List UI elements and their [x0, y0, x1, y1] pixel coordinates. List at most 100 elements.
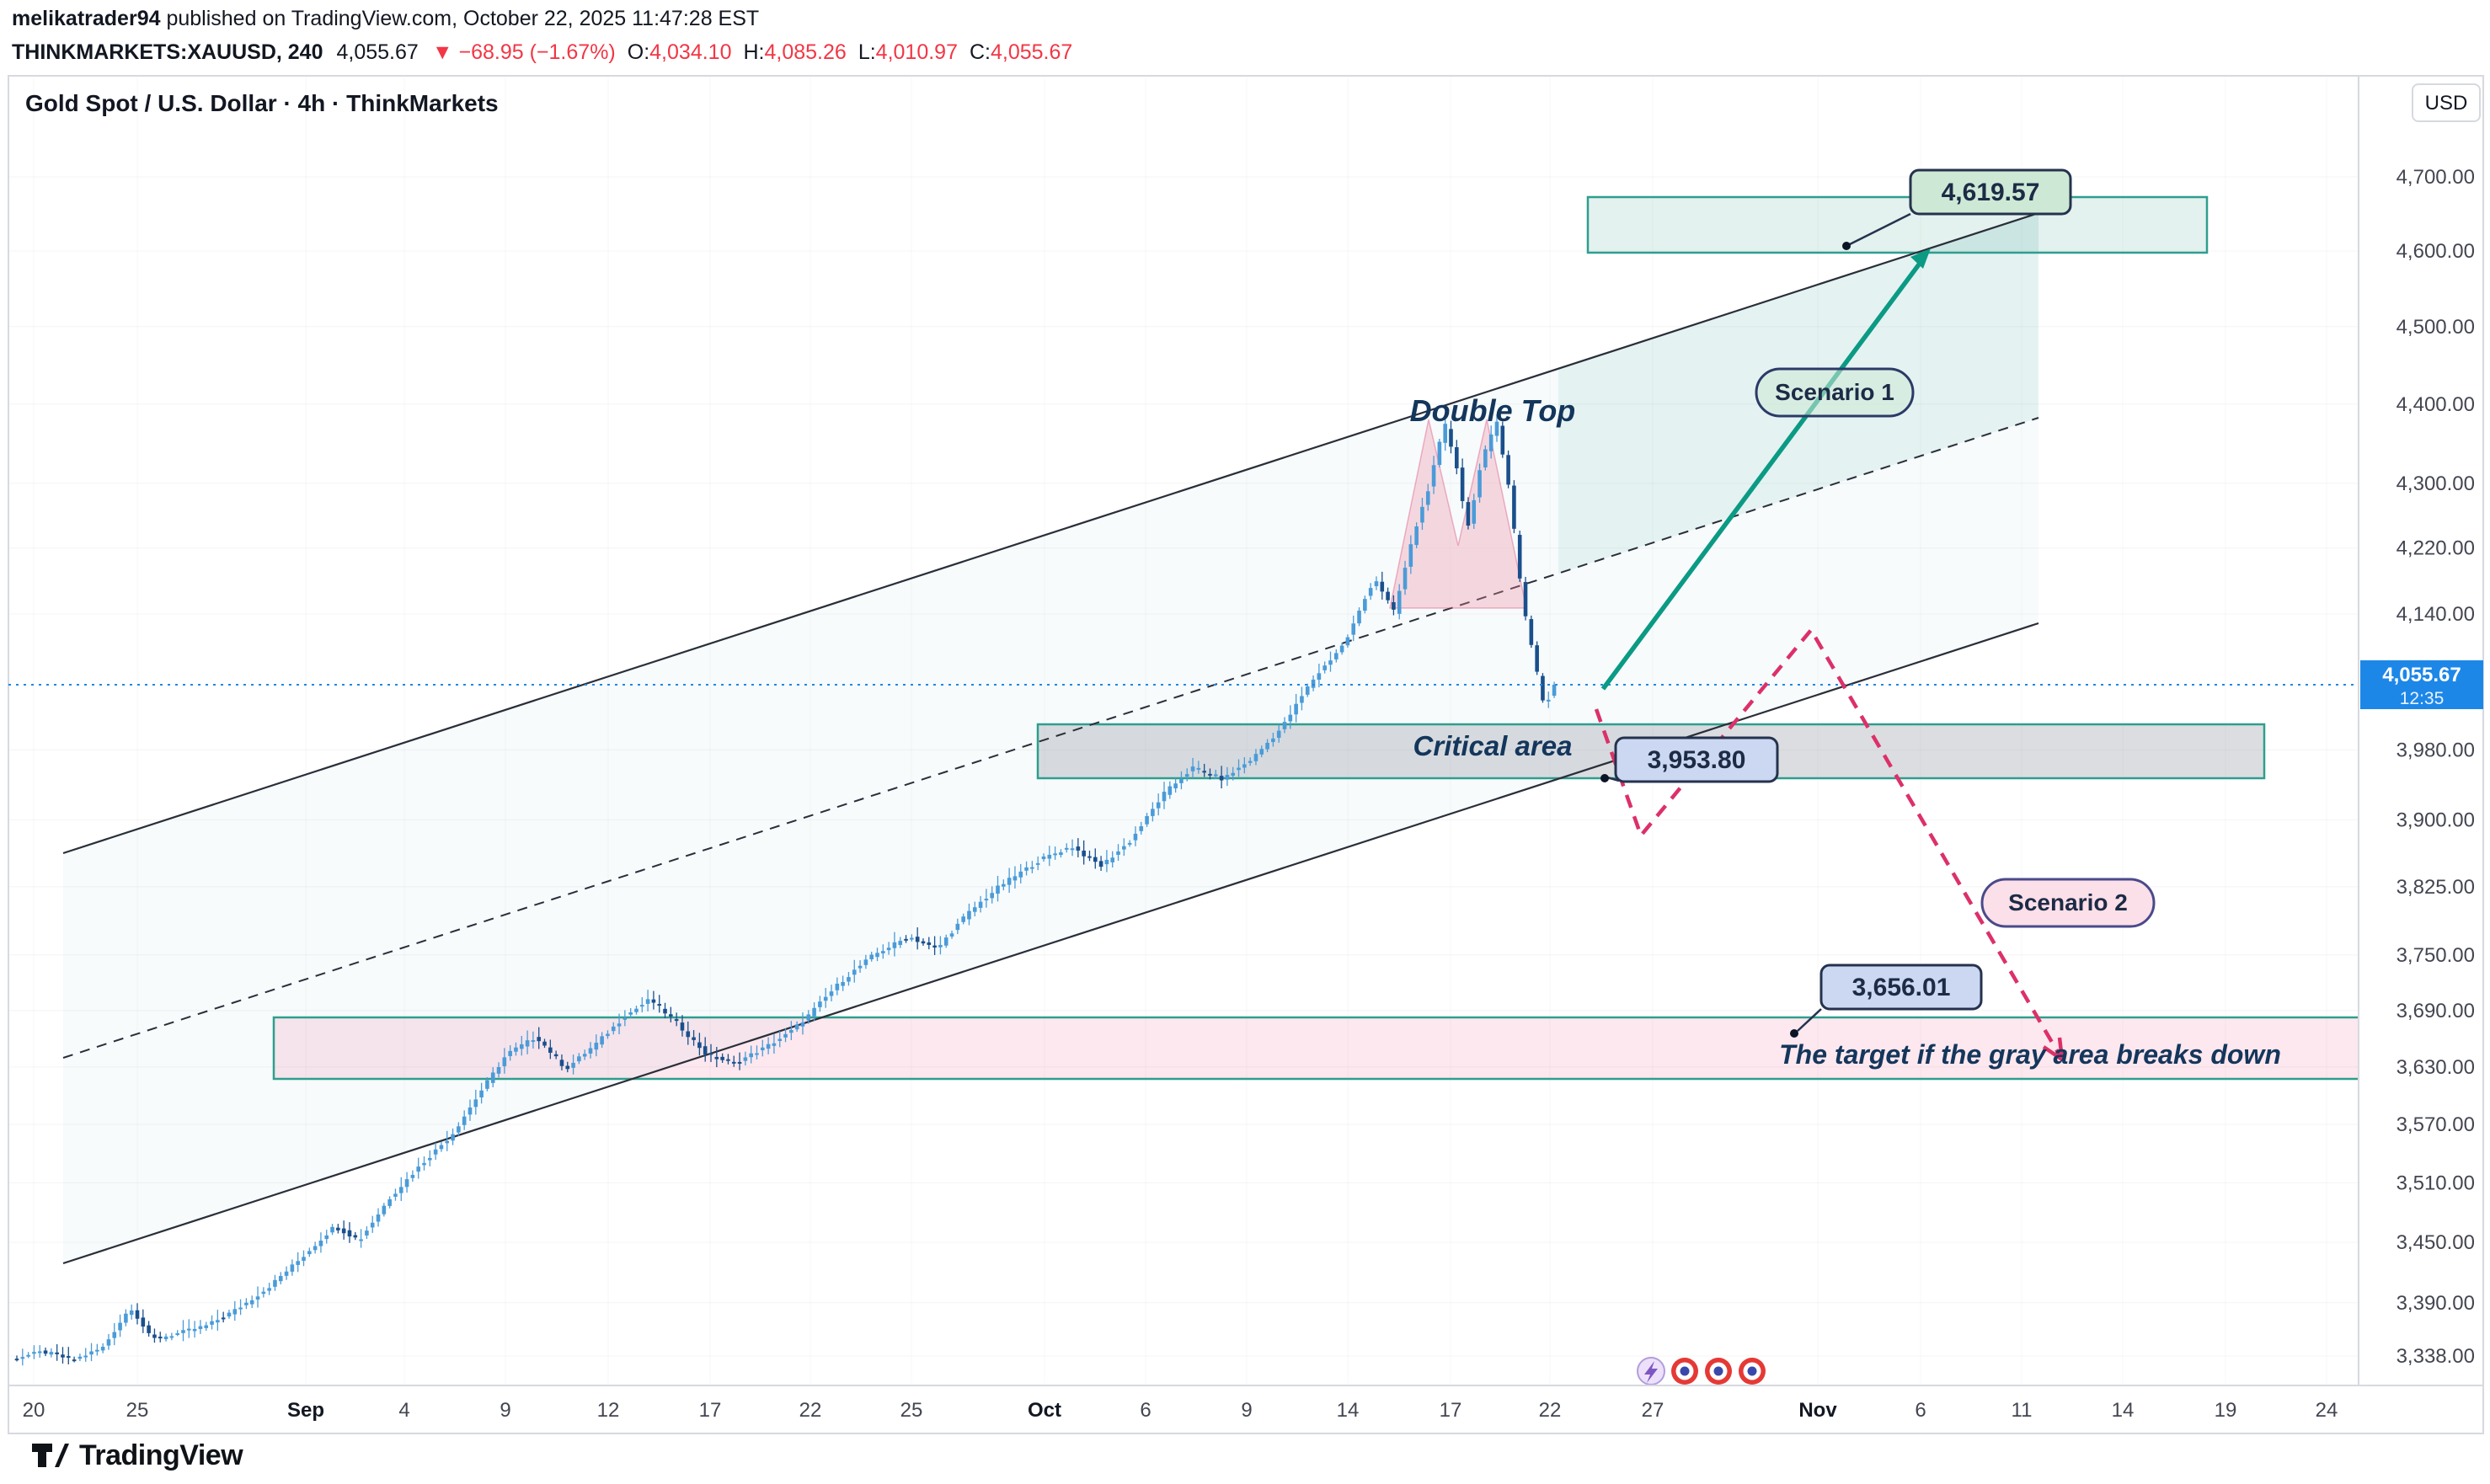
price-axis-label: 4,220.00 [2396, 537, 2475, 560]
tradingview-wordmark: TradingView [79, 1439, 243, 1471]
critical-level-badge[interactable]: 3,953.80 [1600, 736, 1779, 783]
time-axis-label: 22 [799, 1399, 822, 1422]
time-axis-label: 9 [500, 1399, 510, 1422]
time-axis-label: 12 [597, 1399, 620, 1422]
time-axis-label: 24 [2316, 1399, 2338, 1422]
chart-frame [8, 75, 2484, 1434]
channel-upper-line[interactable] [62, 211, 2039, 855]
scenario1-arrowhead [1910, 248, 1931, 269]
price-axis-label: 3,900.00 [2396, 809, 2475, 831]
price-axis-label: 3,980.00 [2396, 739, 2475, 761]
time-axis-label: 9 [1241, 1399, 1252, 1422]
scenario2-pill[interactable]: Scenario 2 [1980, 878, 2156, 928]
byline: melikatrader94 published on TradingView.… [12, 2, 1072, 35]
price-axis-label: 4,600.00 [2396, 240, 2475, 263]
price-change: ▼ −68.95 (−1.67%) [431, 40, 616, 64]
time-axis[interactable]: 20 25 Sep 4 9 12 17 22 25 Oct 6 9 14 17 22 27 Nov 6 11 14 19… [23, 1399, 2338, 1422]
low-value: 4,010.97 [875, 40, 958, 64]
scenario2-arrowhead [2057, 1037, 2065, 1060]
current-price-value: 4,055.67 [2382, 664, 2461, 686]
chart-title: Gold Spot / U.S. Dollar · 4h · ThinkMark… [25, 90, 499, 116]
high-label: H: [743, 40, 765, 64]
price-axis-label: 4,700.00 [2396, 166, 2475, 189]
time-axis-label: 19 [2215, 1399, 2237, 1422]
publish-info: published on TradingView.com, October 22… [160, 7, 760, 30]
price-axis-label: 3,570.00 [2396, 1113, 2475, 1136]
open-value: 4,034.10 [649, 40, 732, 64]
publisher-username: melikatrader94 [12, 7, 161, 30]
anchor-dot-icon [1790, 1029, 1798, 1038]
time-axis-label: Oct [1028, 1399, 1061, 1422]
channel-lower-line[interactable] [62, 622, 2039, 1265]
price-axis-label: 4,500.00 [2396, 316, 2475, 339]
current-price-tag: 4,055.67 12:35 [2360, 660, 2483, 709]
price-axis-label: 3,630.00 [2396, 1056, 2475, 1079]
low-label: L: [858, 40, 876, 64]
price-axis-label: 3,750.00 [2396, 944, 2475, 967]
reaction-icons[interactable] [1637, 1357, 1766, 1385]
upper-target-badge[interactable]: 4,619.57 [1842, 168, 2072, 250]
channel-fill [63, 213, 2038, 1263]
price-axis-label: 3,510.00 [2396, 1172, 2475, 1194]
double-top-shade [1389, 419, 1527, 609]
currency-button[interactable]: USD [2412, 83, 2481, 122]
lower-target-badge[interactable]: 3,656.01 [1790, 964, 1983, 1038]
price-axis-label: 3,338.00 [2396, 1345, 2475, 1368]
time-axis-label: 20 [23, 1399, 45, 1422]
scenario2-path[interactable] [1594, 627, 2064, 1061]
price-axis-label: 3,690.00 [2396, 1000, 2475, 1022]
price-axis-label: 3,390.00 [2396, 1292, 2475, 1315]
symbol-quote-line: THINKMARKETS:XAUUSD, 240 4,055.67 ▼ −68.95… [12, 35, 1072, 69]
tradingview-footer[interactable]: TradingView [30, 1439, 243, 1472]
price-axis-label: 4,300.00 [2396, 472, 2475, 495]
lower-target-label: 3,656.01 [1852, 974, 1951, 1001]
symbol-name: THINKMARKETS:XAUUSD, 240 [12, 40, 323, 64]
time-axis-label: 25 [900, 1399, 923, 1422]
bar-countdown: 12:35 [2400, 689, 2445, 708]
upper-target-zone[interactable] [1586, 195, 2209, 254]
price-axis-label: 3,450.00 [2396, 1231, 2475, 1254]
time-axis-label: 6 [1140, 1399, 1151, 1422]
double-top-annotation[interactable]: Double Top [1410, 393, 1576, 428]
price-axis-label: 4,140.00 [2396, 603, 2475, 626]
close-label: C: [970, 40, 991, 64]
scenario1-pill[interactable]: Scenario 1 [1755, 367, 1915, 418]
time-axis-label: 14 [2112, 1399, 2135, 1422]
lower-target-zone[interactable] [272, 1016, 2368, 1081]
publish-header: melikatrader94 published on TradingView.… [12, 2, 1072, 69]
time-axis-label: 17 [699, 1399, 722, 1422]
price-axis[interactable]: 4,700.00 4,600.00 4,500.00 4,400.00 4,300.00… [2396, 166, 2475, 1368]
critical-area-annotation[interactable]: Critical area [1413, 730, 1573, 761]
time-axis-label: 4 [398, 1399, 409, 1422]
time-axis-label: 6 [1915, 1399, 1926, 1422]
target-note-annotation[interactable]: The target if the gray area breaks down [1779, 1039, 2281, 1070]
time-axis-label: 14 [1337, 1399, 1360, 1422]
lightning-bolt-icon [1644, 1361, 1658, 1383]
tradingview-logo-icon [32, 1444, 69, 1467]
critical-level-label: 3,953.80 [1648, 746, 1746, 774]
candlestick-series [14, 414, 1557, 1366]
time-axis-label: 25 [126, 1399, 149, 1422]
time-axis-label: 27 [1642, 1399, 1664, 1422]
scenario1-arrow[interactable] [1600, 256, 1926, 691]
anchor-dot-icon [1842, 242, 1851, 250]
target-emoji-icon[interactable] [1705, 1358, 1732, 1385]
target-emoji-icon[interactable] [1671, 1358, 1698, 1385]
high-value: 4,085.26 [764, 40, 847, 64]
time-axis-label: Nov [1798, 1399, 1837, 1422]
time-axis-label: 17 [1440, 1399, 1462, 1422]
scenario1-label: Scenario 1 [1775, 379, 1894, 405]
scenario2-arrowhead [2042, 1045, 2064, 1061]
time-axis-label: 22 [1539, 1399, 1562, 1422]
price-axis-label: 3,825.00 [2396, 876, 2475, 899]
price-axis-label: 4,400.00 [2396, 393, 2475, 416]
channel-median-dashed-line[interactable] [62, 417, 2039, 1059]
time-axis-label: 11 [2012, 1399, 2033, 1422]
upper-target-label: 4,619.57 [1942, 179, 2040, 206]
target-emoji-icon[interactable] [1739, 1358, 1766, 1385]
currency-button-label: USD [2425, 92, 2468, 115]
last-price: 4,055.67 [336, 40, 419, 64]
close-value: 4,055.67 [991, 40, 1073, 64]
